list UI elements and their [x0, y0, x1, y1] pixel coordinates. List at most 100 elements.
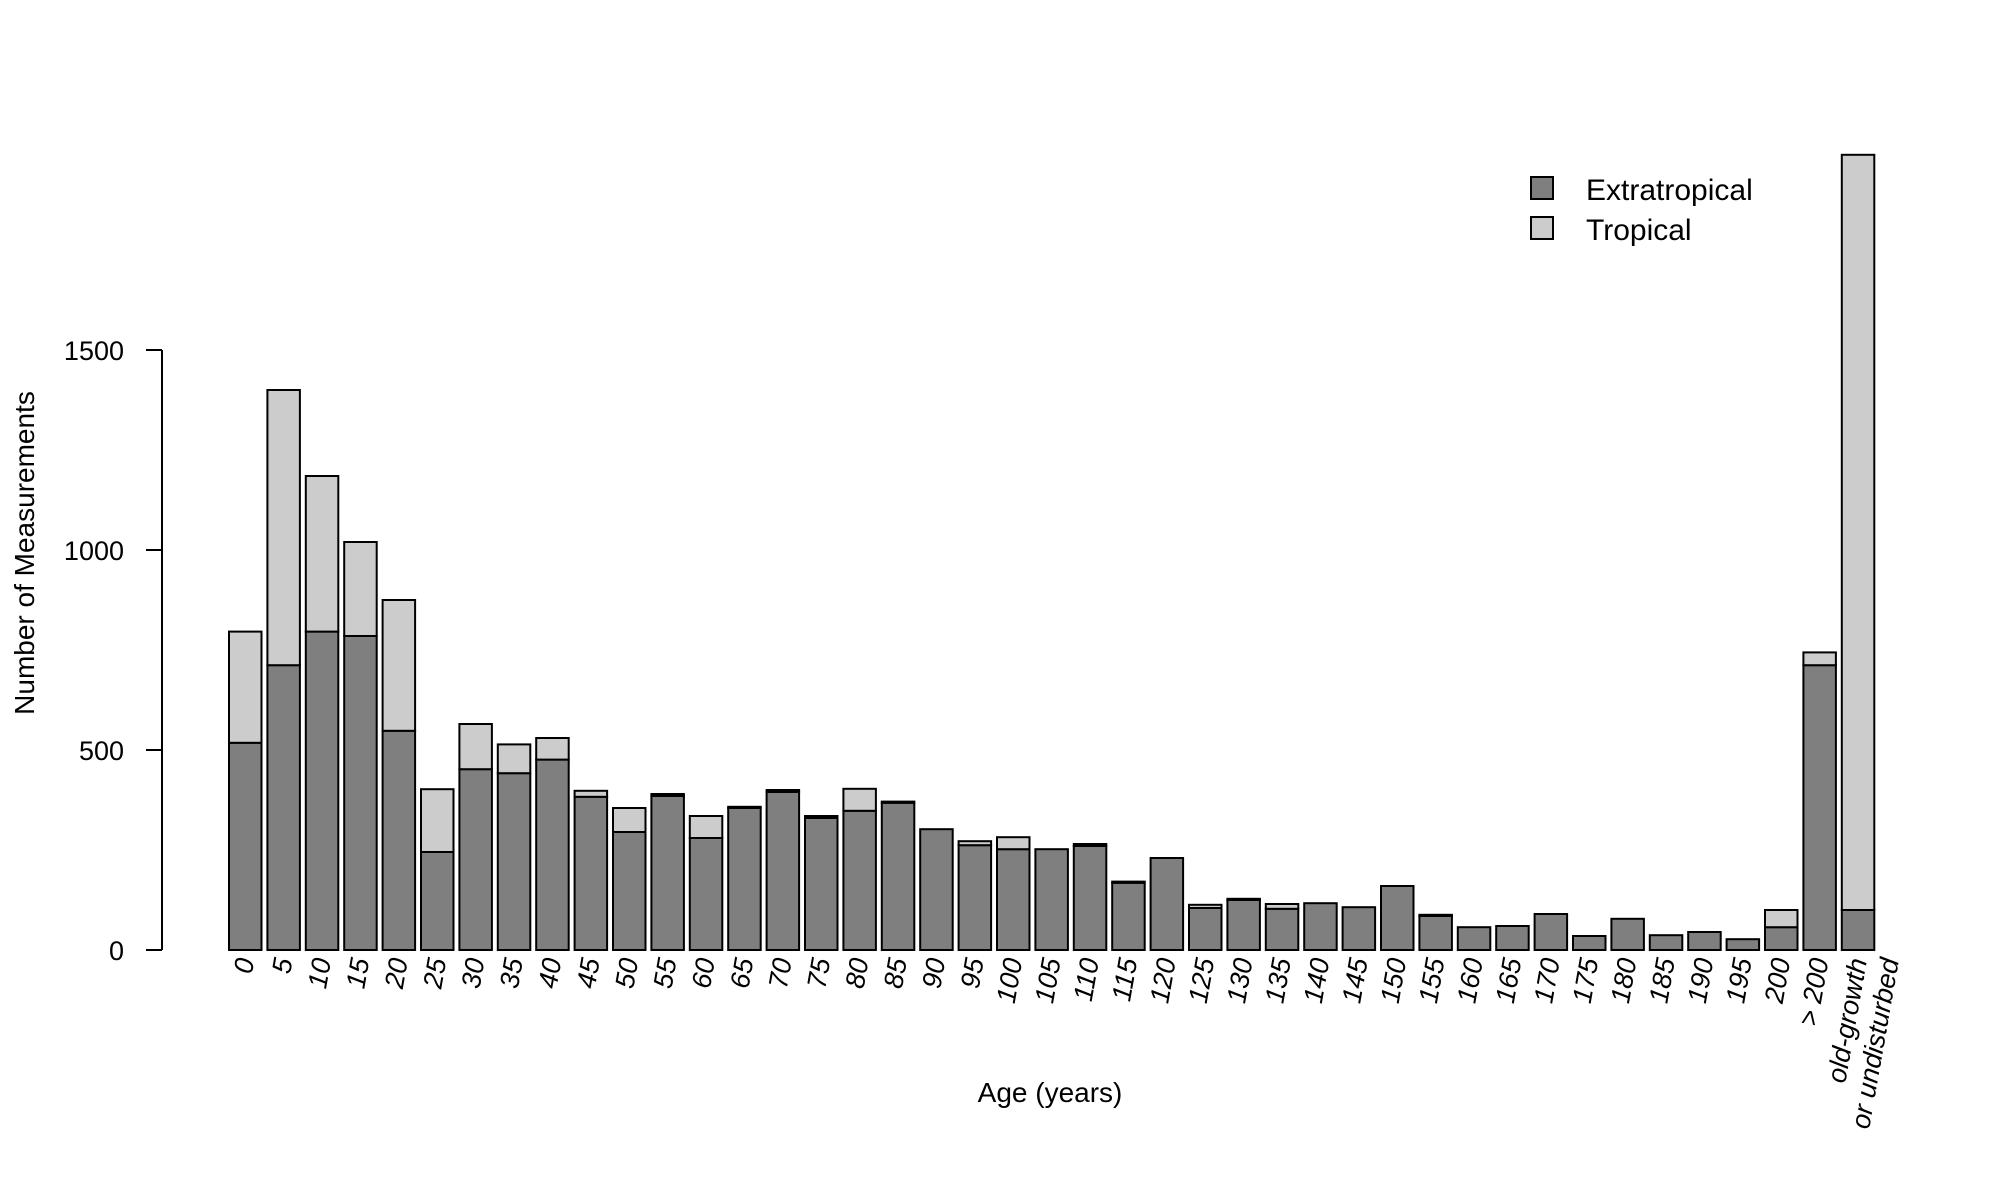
bar-extratropical-105 — [1034, 848, 1069, 952]
x-tick-label-50: 50 — [609, 956, 644, 991]
x-tick-label-40: 40 — [533, 956, 568, 991]
x-tick-label-5: 5 — [266, 955, 298, 976]
bar-extratropical-180 — [1610, 917, 1645, 951]
bar-extratropical-75 — [804, 817, 839, 951]
bar-extratropical-15 — [343, 635, 378, 951]
bar-extratropical-155 — [1418, 915, 1453, 951]
bar-extratropical-150 — [1380, 885, 1415, 951]
bar-extratropical-90 — [919, 828, 954, 952]
y-tick-label-1500: 1500 — [64, 336, 124, 366]
x-tick-label-120: 120 — [1144, 956, 1181, 1006]
bar-extratropical-120 — [1149, 857, 1185, 951]
bar-tropical-60 — [688, 815, 724, 839]
bar-extratropical-110 — [1072, 845, 1108, 951]
bar-extratropical-130 — [1226, 899, 1261, 951]
x-tick-label-200: 200 — [1759, 956, 1797, 1007]
bar-extratropical-115 — [1111, 881, 1146, 951]
x-tick-label-20: 20 — [379, 956, 414, 992]
bar-tropical-115 — [1111, 880, 1146, 884]
x-tick-label-135: 135 — [1260, 955, 1298, 1006]
x-tick-label-0: 0 — [228, 956, 260, 976]
bar-tropical-135 — [1264, 903, 1300, 910]
bar-extratropical-0 — [228, 741, 263, 951]
bar-extratropical-175 — [1572, 935, 1607, 951]
y-axis: 0 500 1000 1500 — [64, 336, 163, 966]
x-axis-title: Age (years) — [978, 1077, 1123, 1108]
bar-tropical-130 — [1226, 897, 1261, 901]
x-tick-label-30: 30 — [456, 956, 491, 991]
x-tick-label-105: 105 — [1029, 955, 1067, 1006]
bar-tropical-50 — [612, 807, 647, 833]
bar-tropical-old-growth-or-undisturbed — [1840, 153, 1876, 912]
x-tick-label-35: 35 — [494, 955, 529, 991]
x-tick-label-140: 140 — [1298, 956, 1335, 1006]
x-tick-label-45: 45 — [571, 955, 606, 991]
bar-tropical-5 — [266, 389, 301, 667]
x-tick-label-80: 80 — [840, 956, 875, 991]
x-tick-label-75: 75 — [801, 955, 836, 991]
y-axis-title: Number of Measurements — [9, 391, 40, 715]
bar-tropical-80 — [842, 787, 877, 812]
x-tick-label-185: 185 — [1644, 955, 1682, 1006]
legend: Extratropical Tropical — [1530, 174, 1753, 247]
bar-extratropical-160 — [1456, 926, 1492, 952]
bar-extratropical-200 — [1802, 664, 1837, 951]
x-tick-label-90: 90 — [917, 956, 952, 991]
x-tick-label-170: 170 — [1528, 956, 1565, 1006]
bar-extratropical-190 — [1687, 931, 1722, 951]
bar-extratropical-55 — [650, 795, 685, 951]
bar-extratropical-195 — [1725, 938, 1761, 952]
x-tick-label-125: 125 — [1183, 955, 1221, 1006]
bar-extratropical-45 — [573, 795, 609, 951]
x-tick-label-110: 110 — [1068, 956, 1105, 1004]
bar-tropical-20 — [381, 599, 417, 732]
bar-extratropical-125 — [1188, 907, 1223, 951]
x-tick-label-200: > 200 — [1793, 956, 1834, 1028]
bar-tropical-25 — [420, 788, 455, 854]
bar-extratropical-65 — [727, 807, 762, 951]
x-tick-label-180: 180 — [1605, 956, 1642, 1006]
x-tick-label-195: 195 — [1720, 955, 1758, 1006]
bar-tropical-200 — [1764, 909, 1799, 929]
legend-label-tropical: Tropical — [1586, 214, 1692, 247]
bar-tropical-110 — [1072, 843, 1108, 847]
x-tick-label-55: 55 — [648, 955, 683, 991]
legend-label-extratropical: Extratropical — [1586, 174, 1753, 207]
bar-tropical-75 — [804, 815, 839, 819]
x-tick-label-190: 190 — [1682, 956, 1719, 1006]
bar-extratropical-95 — [957, 844, 993, 952]
bar-extratropical-35 — [496, 772, 532, 952]
bar-extratropical-20 — [381, 729, 417, 951]
bar-extratropical-60 — [688, 837, 724, 951]
x-tick-label-60: 60 — [686, 956, 721, 991]
bar-extratropical-old-growth-or-undisturbed — [1840, 909, 1876, 951]
x-tick-label-115: 115 — [1106, 955, 1143, 1004]
x-tick-label-130: 130 — [1221, 956, 1258, 1006]
y-tick-label-500: 500 — [79, 736, 124, 766]
x-tick-label-85: 85 — [878, 955, 913, 991]
x-tick-label-15: 15 — [341, 955, 376, 991]
x-tick-label-65: 65 — [725, 955, 760, 991]
bar-extratropical-140 — [1303, 902, 1338, 952]
bar-extratropical-70 — [765, 791, 801, 951]
x-tick-label-100: 100 — [991, 956, 1028, 1006]
bar-tropical-70 — [765, 789, 801, 793]
legend-swatch-extratropical — [1530, 176, 1554, 200]
y-tick-label-1000: 1000 — [64, 536, 124, 566]
bar-extratropical-100 — [996, 848, 1031, 952]
bar-tropical-100 — [996, 836, 1031, 851]
y-tick-label-0: 0 — [109, 936, 124, 966]
x-tick-label-25: 25 — [417, 955, 452, 992]
x-tick-label-95: 95 — [955, 955, 990, 991]
x-tick-label-160: 160 — [1452, 956, 1489, 1006]
x-tick-label-175: 175 — [1567, 955, 1605, 1006]
bar-extratropical-10 — [304, 630, 340, 951]
bar-tropical-35 — [496, 743, 532, 775]
legend-swatch-tropical — [1530, 216, 1554, 240]
bar-extratropical-185 — [1648, 934, 1684, 952]
bar-extratropical-165 — [1495, 925, 1530, 951]
bar-extratropical-135 — [1264, 907, 1300, 951]
bar-tropical-10 — [304, 475, 340, 633]
bar-tropical-155 — [1418, 913, 1453, 917]
